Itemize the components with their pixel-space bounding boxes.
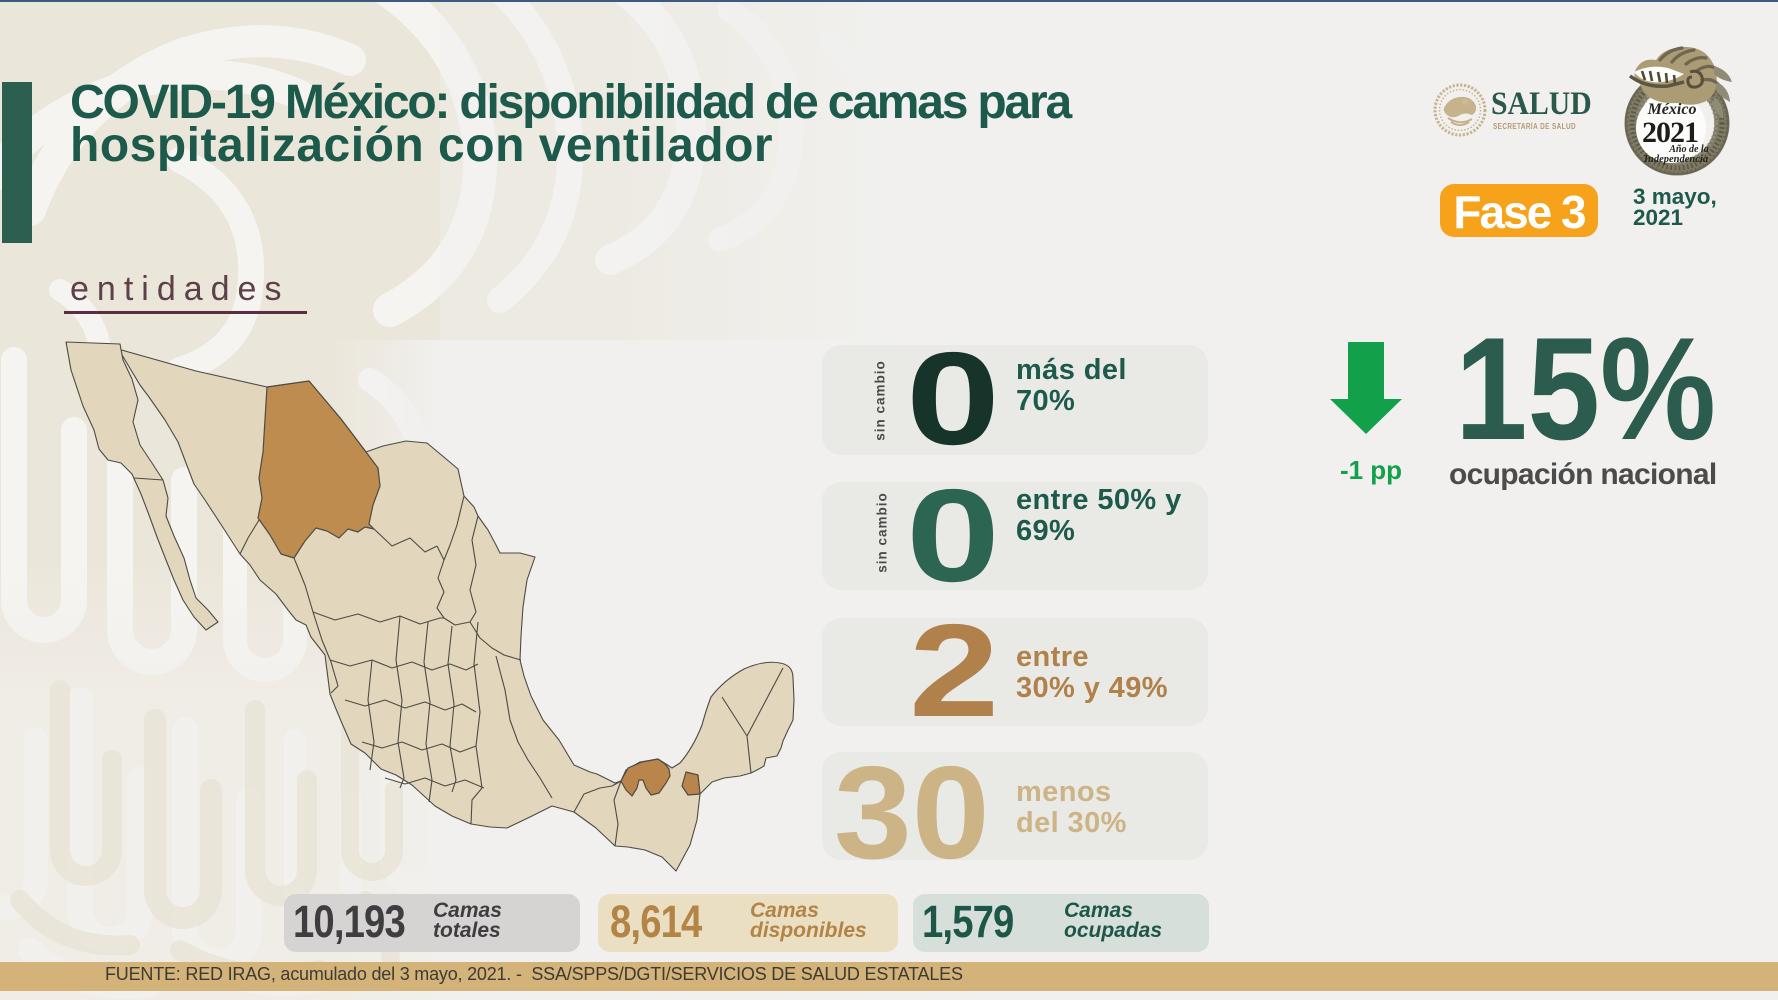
svg-text:Independencia: Independencia [1643,154,1708,165]
svg-text:México: México [1647,101,1697,118]
svg-text:2021: 2021 [1642,116,1698,149]
svg-text:Año de la: Año de la [1668,144,1708,155]
